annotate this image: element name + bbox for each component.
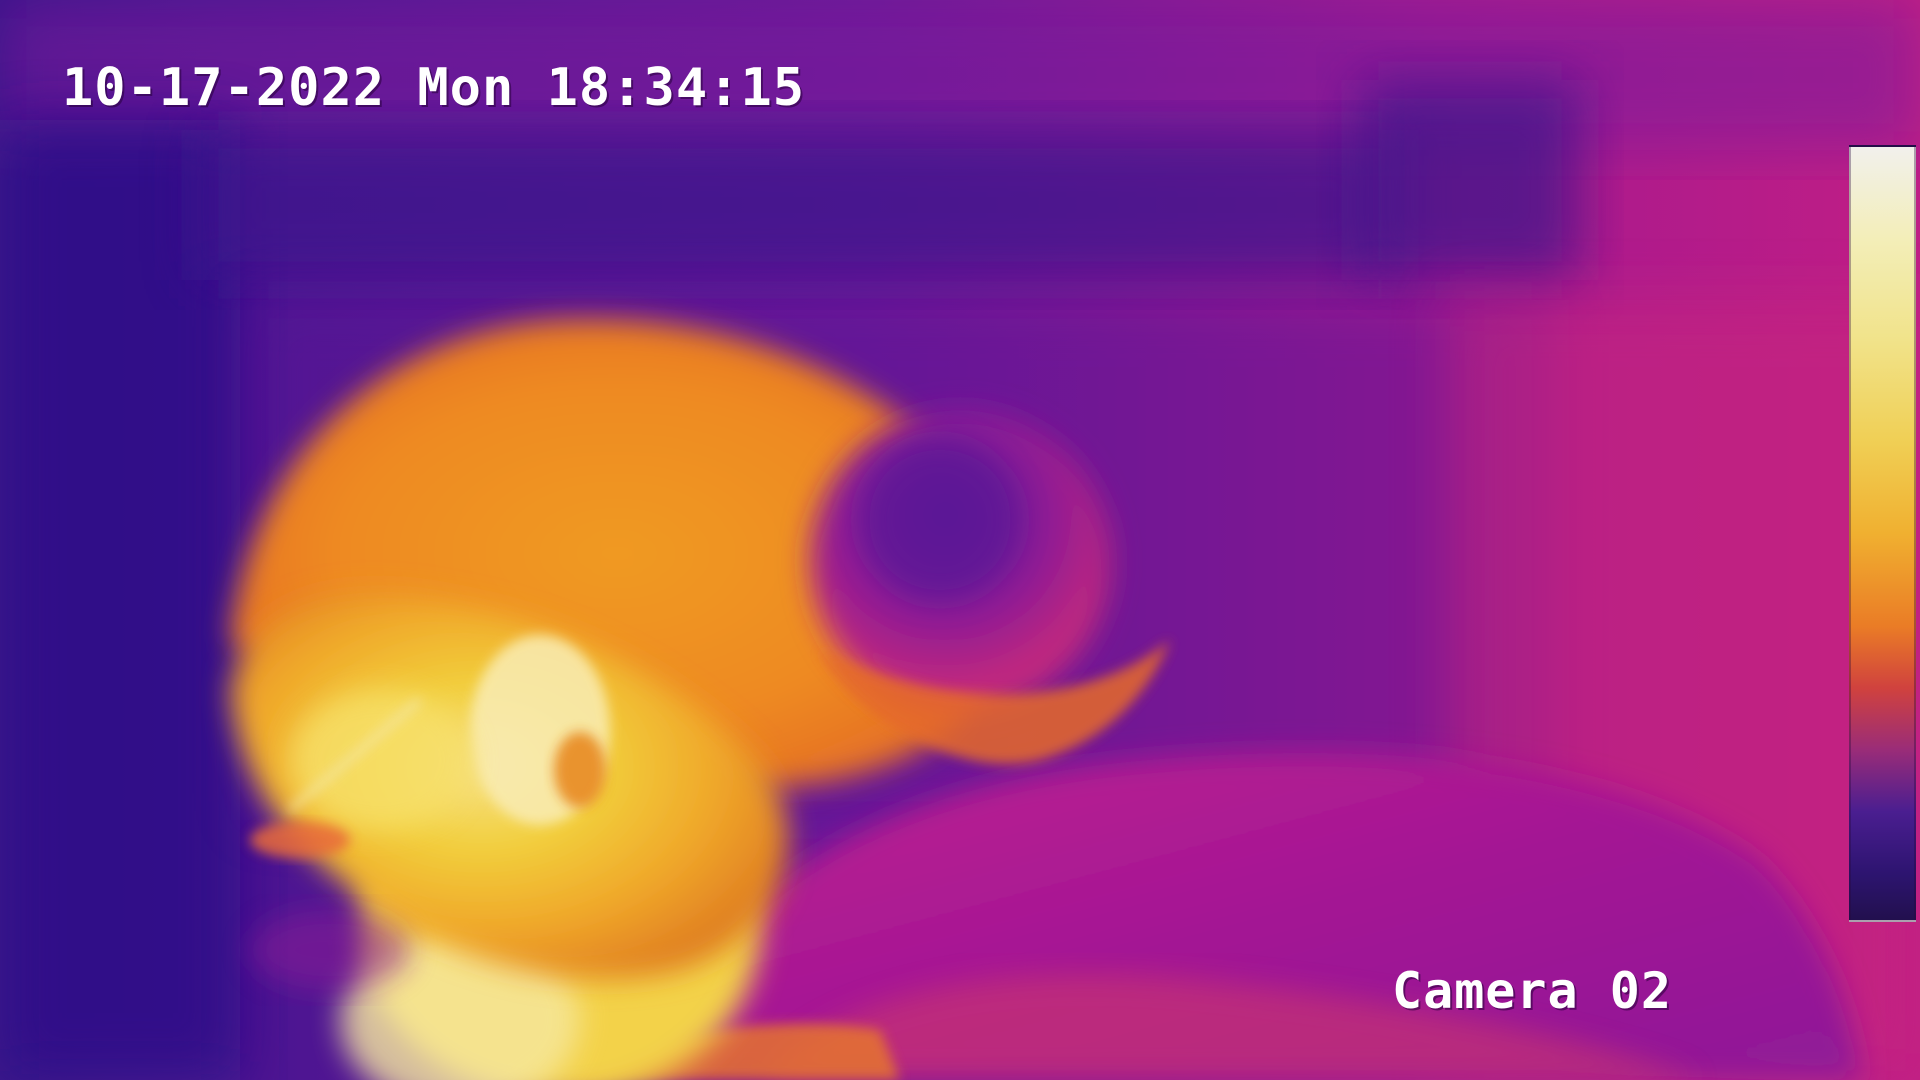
camera-label: Camera 02 xyxy=(1392,962,1672,1020)
temperature-color-scale xyxy=(1849,145,1916,922)
timestamp-overlay: 10-17-2022 Mon 18:34:15 xyxy=(62,58,806,118)
